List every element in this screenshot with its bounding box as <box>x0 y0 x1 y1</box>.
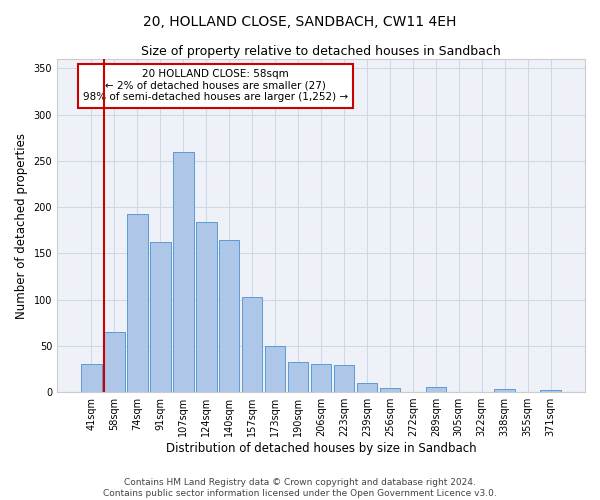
Bar <box>356 383 377 392</box>
Y-axis label: Number of detached properties: Number of detached properties <box>15 132 28 318</box>
Bar <box>311 364 331 392</box>
Text: 20, HOLLAND CLOSE, SANDBACH, CW11 4EH: 20, HOLLAND CLOSE, SANDBACH, CW11 4EH <box>143 15 457 29</box>
Bar <box>242 297 262 392</box>
Bar <box>288 362 308 392</box>
Bar <box>541 390 561 392</box>
Bar <box>334 366 355 392</box>
Bar <box>425 386 446 392</box>
Text: 20 HOLLAND CLOSE: 58sqm
← 2% of detached houses are smaller (27)
98% of semi-det: 20 HOLLAND CLOSE: 58sqm ← 2% of detached… <box>83 69 348 102</box>
Bar <box>196 222 217 392</box>
Bar <box>127 214 148 392</box>
Text: Contains HM Land Registry data © Crown copyright and database right 2024.
Contai: Contains HM Land Registry data © Crown c… <box>103 478 497 498</box>
Bar <box>265 346 286 392</box>
Bar <box>494 390 515 392</box>
Bar <box>219 240 239 392</box>
Bar <box>150 242 170 392</box>
Bar <box>104 332 125 392</box>
Bar <box>81 364 102 392</box>
Bar <box>173 152 194 392</box>
Bar <box>380 388 400 392</box>
X-axis label: Distribution of detached houses by size in Sandbach: Distribution of detached houses by size … <box>166 442 476 455</box>
Title: Size of property relative to detached houses in Sandbach: Size of property relative to detached ho… <box>141 45 501 58</box>
